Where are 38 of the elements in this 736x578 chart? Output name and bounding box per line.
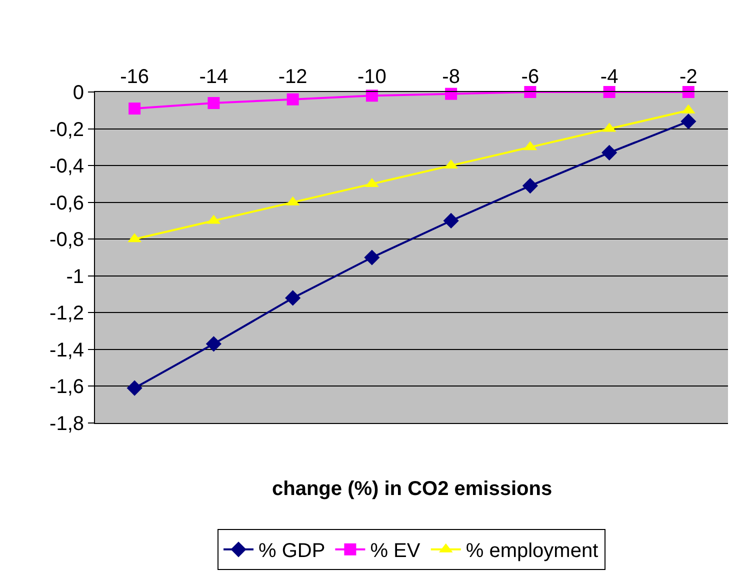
point bbox=[364, 250, 380, 266]
legend-label: % EV bbox=[370, 540, 421, 562]
y-tick-label: -0,6 bbox=[50, 192, 84, 214]
y-tick-label: -0,4 bbox=[50, 156, 84, 178]
point bbox=[128, 102, 141, 115]
y-tick-label: -0,8 bbox=[50, 229, 84, 252]
point bbox=[366, 90, 378, 102]
y-tick-label: -1,2 bbox=[50, 302, 84, 325]
y-tick-label: -1,8 bbox=[50, 413, 84, 435]
point bbox=[286, 93, 299, 106]
point bbox=[682, 86, 694, 98]
point bbox=[603, 86, 616, 98]
x-tick-label: -12 bbox=[278, 66, 308, 88]
x-tick-label: -8 bbox=[442, 66, 460, 88]
x-tick-label: -2 bbox=[680, 66, 698, 88]
legend-label: % employment bbox=[466, 540, 599, 562]
point bbox=[524, 86, 536, 98]
x-tick-label: -4 bbox=[600, 66, 618, 88]
point bbox=[285, 290, 301, 306]
y-tick-label: 0 bbox=[72, 82, 84, 104]
point bbox=[208, 97, 220, 110]
x-axis-title: change (%) in CO2 emissions bbox=[272, 478, 552, 500]
point bbox=[602, 144, 618, 160]
y-tick-label: -1 bbox=[66, 266, 84, 288]
x-tick-label: -10 bbox=[357, 66, 386, 88]
y-tick-label: -1,4 bbox=[50, 339, 84, 362]
y-tick-label: -1,6 bbox=[50, 376, 84, 398]
point bbox=[126, 380, 142, 396]
legend-label: % GDP bbox=[258, 540, 326, 562]
point bbox=[206, 336, 222, 352]
x-tick-label: -14 bbox=[199, 66, 228, 88]
point bbox=[522, 178, 538, 194]
x-tick-label: -16 bbox=[120, 66, 150, 88]
point bbox=[445, 88, 458, 100]
x-tick-label: -6 bbox=[521, 66, 540, 88]
point bbox=[680, 114, 696, 130]
point bbox=[443, 212, 459, 229]
y-tick-label: -0,2 bbox=[50, 118, 84, 141]
